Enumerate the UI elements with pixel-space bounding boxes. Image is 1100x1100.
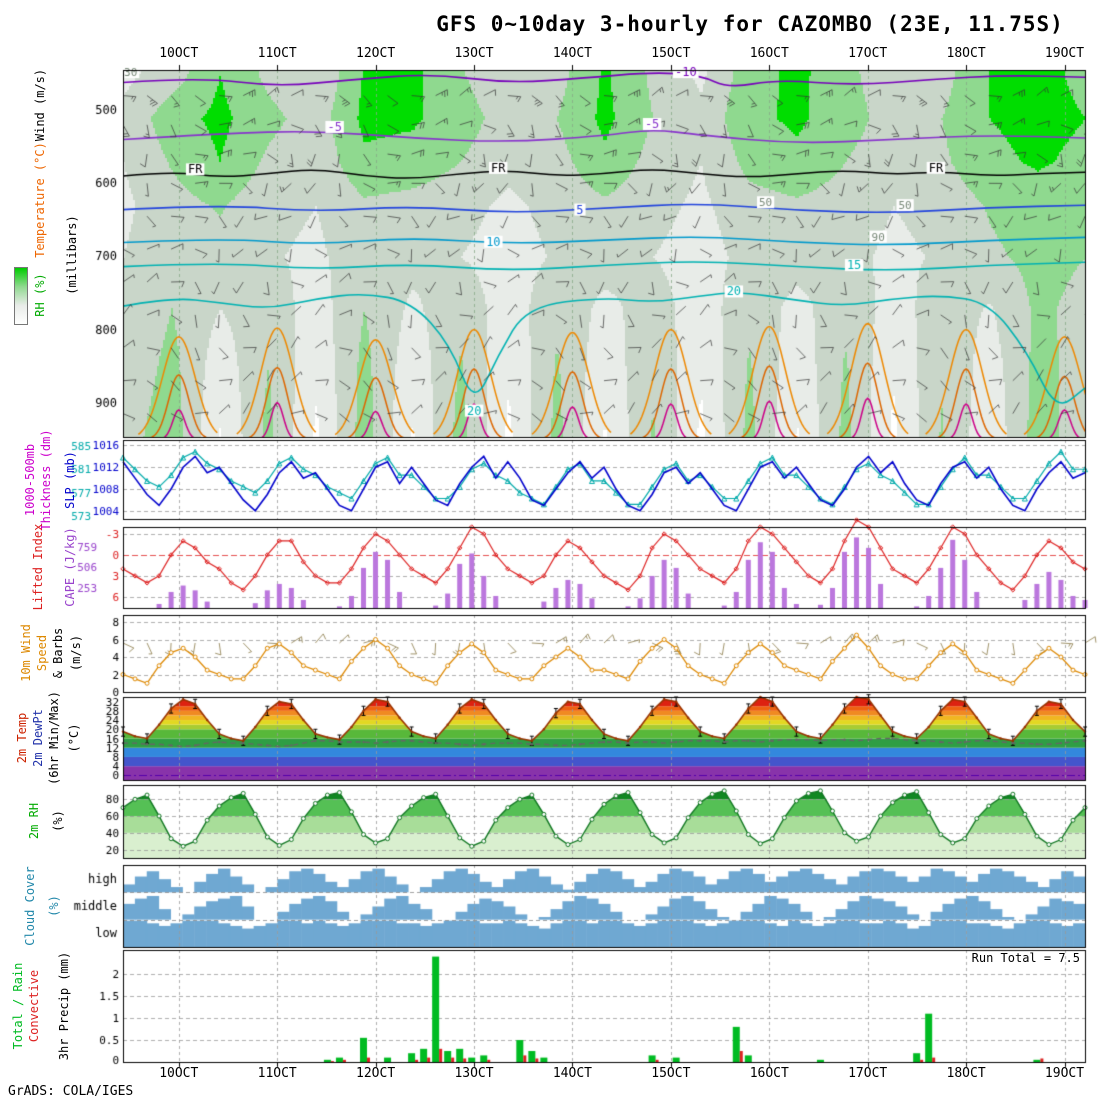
millibars-axis-label: (millibars) [65, 215, 79, 295]
day-label-bottom: 12OCT [356, 1066, 396, 1081]
day-label-top: 11OCT [257, 46, 297, 61]
day-label-top: 12OCT [356, 46, 396, 61]
day-label-top: 17OCT [848, 46, 888, 61]
day-label-bottom: 11OCT [257, 1066, 297, 1081]
day-label-top: 15OCT [651, 46, 691, 61]
day-label-top: 16OCT [749, 46, 789, 61]
day-label-top: 13OCT [454, 46, 494, 61]
run-total: Run Total = 7.5 [971, 951, 1080, 965]
total-rain-label: Total / Rain [11, 962, 25, 1050]
rh-colorbar [14, 267, 28, 325]
chart-title: GFS 0~10day 3-hourly for CAZOMBO (23E, 1… [436, 12, 1064, 36]
convective-label: Convective [27, 969, 41, 1043]
day-label-top: 18OCT [946, 46, 986, 61]
rh-axis-label: RH (%) [33, 273, 47, 317]
day-label-top: 10OCT [159, 46, 199, 61]
day-label-bottom: 13OCT [454, 1066, 494, 1081]
day-label-bottom: 16OCT [749, 1066, 789, 1081]
day-label-top: 14OCT [552, 46, 592, 61]
precip-axis-label: 3hr Precip (mm) [57, 951, 71, 1061]
day-label-bottom: 18OCT [946, 1066, 986, 1081]
day-label-bottom: 17OCT [848, 1066, 888, 1081]
day-label-bottom: 19OCT [1044, 1066, 1085, 1081]
day-label-bottom: 10OCT [159, 1066, 199, 1081]
day-label-bottom: 15OCT [651, 1066, 691, 1081]
day-label-bottom: 14OCT [552, 1066, 592, 1081]
grads-credit: GrADS: COLA/IGES [8, 1084, 134, 1099]
day-label-top: 19OCT [1044, 46, 1085, 61]
degc-unit-label: (°C) [67, 723, 81, 753]
